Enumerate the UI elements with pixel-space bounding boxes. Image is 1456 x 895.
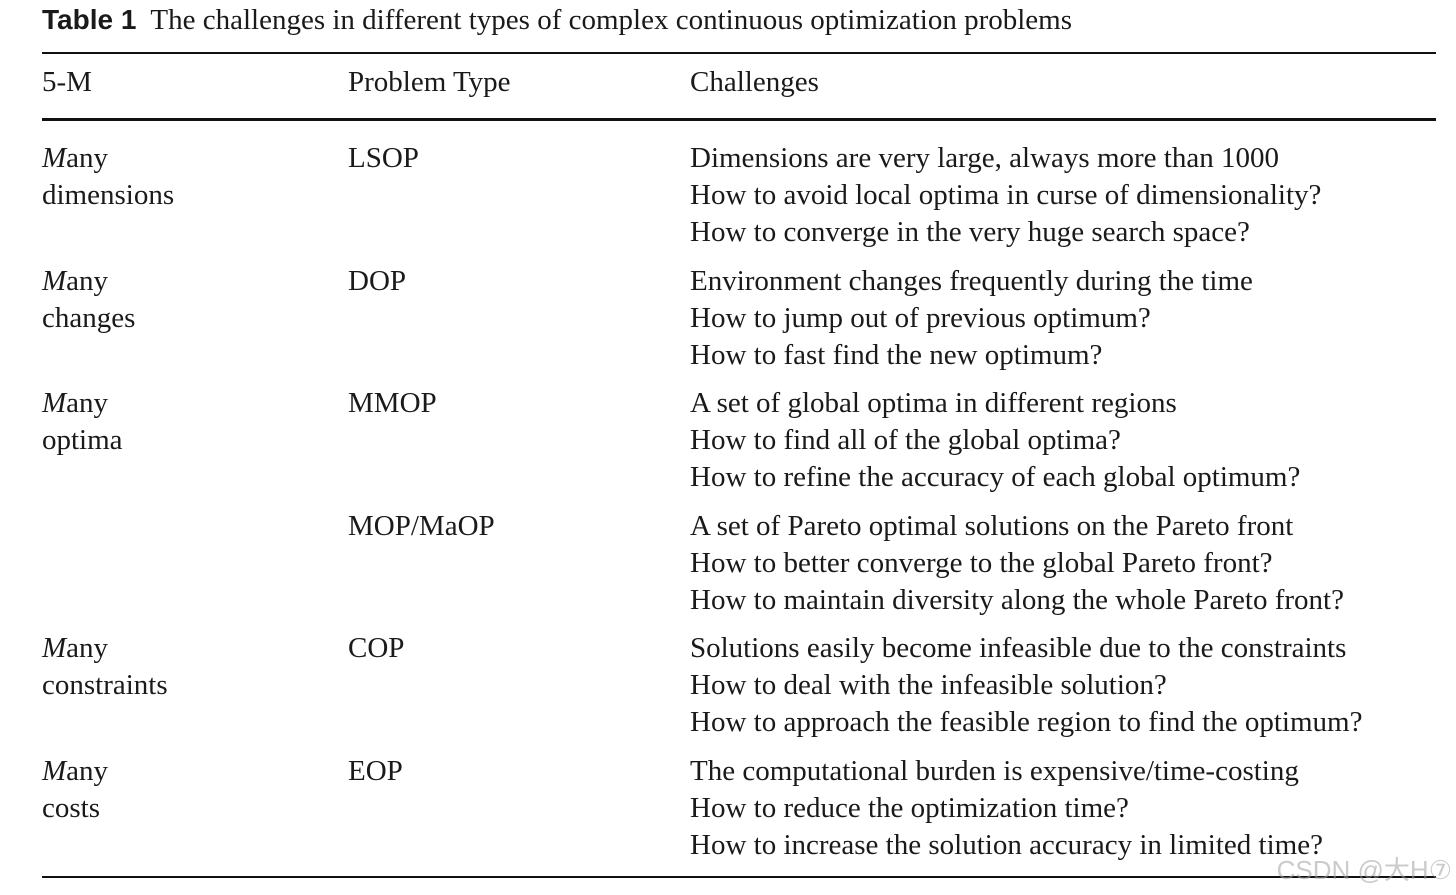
table-caption: Table 1 The challenges in different types… <box>42 2 1072 38</box>
problem-type-cell: MOP/MaOP <box>348 509 495 542</box>
table-body: Many dimensions LSOP Dimensions are very… <box>0 140 1456 875</box>
table-row: MOP/MaOP A set of Pareto optimal solutio… <box>0 508 1456 631</box>
problem-type-cell: LSOP <box>348 142 419 174</box>
problem-type-cell: MMOP <box>348 387 437 419</box>
challenges-cell: Dimensions are very large, always more t… <box>690 142 1322 248</box>
problem-type-cell: EOP <box>348 754 403 787</box>
header-5m: 5-M <box>42 66 92 98</box>
table-label: Table 1 <box>42 4 137 35</box>
header-challenges: Challenges <box>690 66 819 98</box>
table-row: Many costs EOP The computational burden … <box>0 753 1456 876</box>
bottom-rule <box>42 876 1436 878</box>
table-row: Many dimensions LSOP Dimensions are very… <box>0 140 1456 263</box>
table-row: Many changes DOP Environment changes fre… <box>0 263 1456 386</box>
watermark: CSDN @大H⑦ <box>1276 855 1452 885</box>
top-rule <box>42 52 1436 54</box>
category-cell: Many constraints <box>42 632 168 701</box>
challenges-cell: A set of global optima in different regi… <box>690 387 1301 493</box>
problem-type-cell: DOP <box>348 264 407 297</box>
header-rule <box>42 118 1436 121</box>
challenges-cell: A set of Pareto optimal solutions on the… <box>690 509 1344 616</box>
category-cell: Many dimensions <box>42 142 175 211</box>
challenges-cell: The computational burden is expensive/ti… <box>690 754 1323 861</box>
header-problem-type: Problem Type <box>348 66 511 98</box>
problem-type-cell: COP <box>348 632 405 664</box>
table-row: Many constraints COP Solutions easily be… <box>0 630 1456 753</box>
category-cell: Many optima <box>42 387 123 456</box>
challenges-cell: Environment changes frequently during th… <box>690 264 1253 371</box>
category-cell: Many changes <box>42 264 136 334</box>
challenges-cell: Solutions easily become infeasible due t… <box>690 632 1363 738</box>
category-cell: Many costs <box>42 754 109 824</box>
table-header-row: 5-M Problem Type Challenges <box>0 64 1456 104</box>
table-caption-text: The challenges in different types of com… <box>150 4 1073 36</box>
table-row: Many optima MMOP A set of global optima … <box>0 385 1456 508</box>
